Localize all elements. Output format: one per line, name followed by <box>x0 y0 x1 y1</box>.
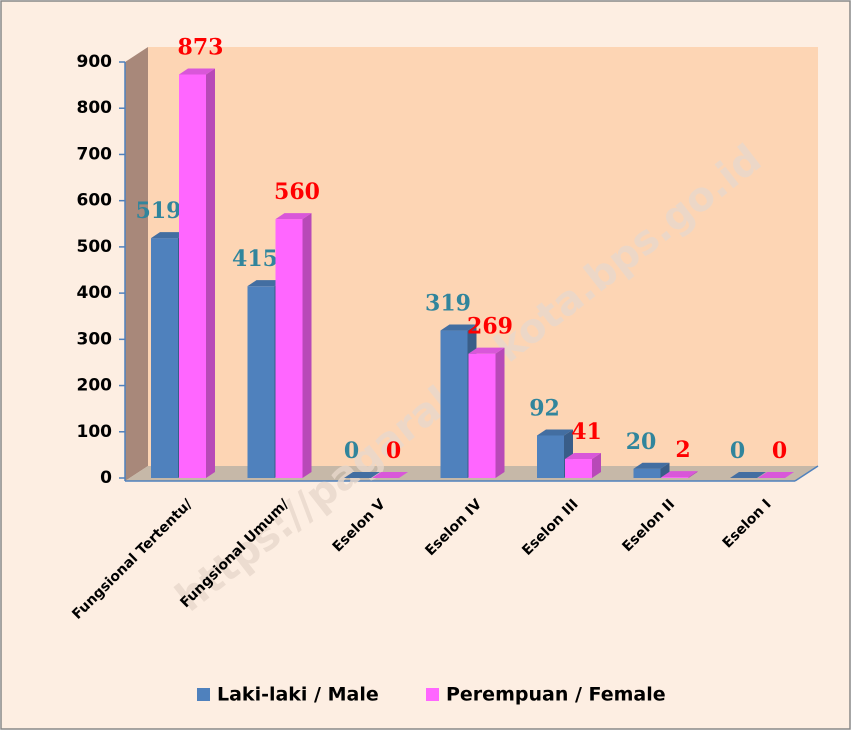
y-tick-label: 400 <box>77 283 113 303</box>
value-label: 0 <box>730 438 745 464</box>
bar-top <box>537 429 573 436</box>
y-tick-label: 200 <box>77 376 113 396</box>
bar-top <box>730 472 766 478</box>
bar-side <box>302 213 312 478</box>
bar-top <box>344 472 380 478</box>
bar <box>730 472 766 478</box>
value-label: 0 <box>386 438 401 464</box>
value-label: 2 <box>675 437 690 463</box>
legend-label: Perempuan / Female <box>446 684 666 706</box>
value-label: 20 <box>626 429 657 455</box>
bar-top <box>372 472 408 478</box>
bar <box>275 213 312 478</box>
bar <box>661 471 698 478</box>
bar-top <box>633 462 670 469</box>
bar-top <box>275 213 312 220</box>
legend-swatch <box>426 688 439 701</box>
bar-side <box>592 453 601 478</box>
bar <box>758 472 794 478</box>
bar-top <box>758 472 794 478</box>
bar-front <box>151 238 178 478</box>
bar-front <box>661 477 689 478</box>
value-label: 0 <box>772 438 787 464</box>
value-label: 0 <box>344 438 359 464</box>
bar-side <box>206 68 215 478</box>
y-tick-label: 500 <box>77 237 113 257</box>
bar <box>468 347 505 478</box>
value-label: 92 <box>529 395 560 421</box>
y-tick-label: 100 <box>77 422 113 442</box>
y-tick-label: 0 <box>100 468 112 488</box>
bar-side <box>660 462 670 478</box>
x-axis-depth <box>794 465 819 482</box>
bar <box>344 472 380 478</box>
value-label: 319 <box>425 291 471 317</box>
bar <box>633 462 670 478</box>
bar-front <box>179 74 206 478</box>
value-label: 519 <box>136 198 182 224</box>
bar <box>179 68 215 478</box>
bar-top <box>468 347 505 354</box>
value-label: 41 <box>571 419 602 445</box>
value-label: 873 <box>178 34 224 60</box>
legend-swatch <box>197 688 210 701</box>
bar-front <box>468 353 496 478</box>
bar-front <box>633 468 661 478</box>
bar-top <box>565 453 601 460</box>
bar <box>372 472 408 478</box>
side-wall <box>125 47 148 481</box>
y-tick-label: 800 <box>77 98 113 118</box>
bar-top <box>247 280 284 287</box>
bar-top <box>179 68 215 75</box>
bar-front <box>275 219 303 478</box>
bar-top <box>151 232 187 239</box>
y-tick-label: 600 <box>77 191 113 211</box>
bar-front <box>247 286 275 478</box>
legend-label: Laki-laki / Male <box>217 684 379 706</box>
y-tick-label: 300 <box>77 329 113 349</box>
bar-side <box>495 347 505 478</box>
value-label: 415 <box>232 246 278 272</box>
value-label: 269 <box>467 314 513 340</box>
bar-front <box>565 459 592 478</box>
bar-top <box>661 471 698 478</box>
bar-side <box>688 471 698 478</box>
bar-front <box>537 435 564 478</box>
back-wall <box>148 47 818 466</box>
y-tick-label: 700 <box>77 144 113 164</box>
bar <box>565 453 601 478</box>
y-tick-label: 900 <box>77 52 113 72</box>
bar-top <box>440 324 477 331</box>
bar-front <box>440 330 468 478</box>
value-label: 560 <box>274 179 320 205</box>
